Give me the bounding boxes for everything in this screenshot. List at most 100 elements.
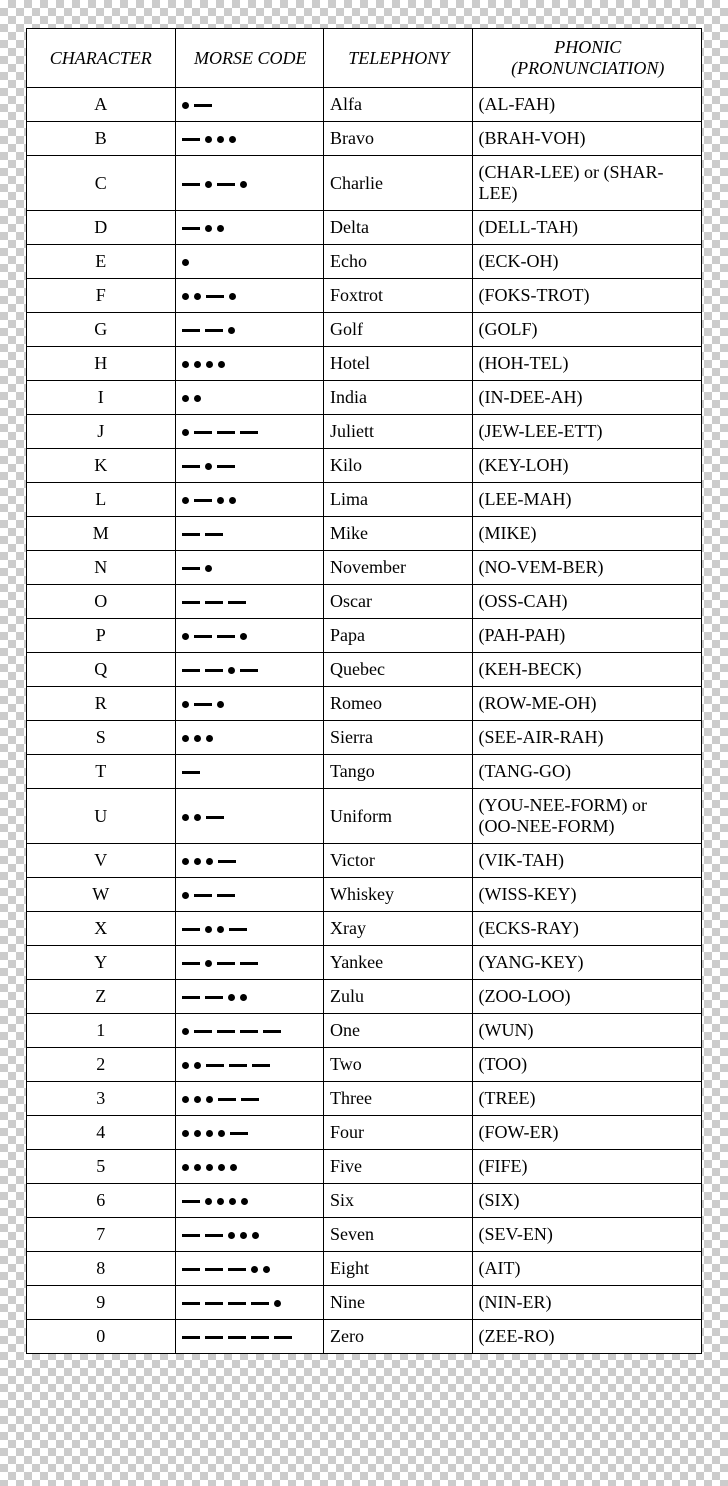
cell-phonic: (BRAH-VOH) [472, 122, 702, 156]
cell-phonic: (IN-DEE-AH) [472, 381, 702, 415]
table-row: FFoxtrot(FOKS-TROT) [27, 279, 702, 313]
table-row: 5 Five(FIFE) [27, 1150, 702, 1184]
cell-morse [175, 653, 324, 687]
cell-telephony: Sierra [324, 721, 473, 755]
cell-character: 9 [27, 1286, 176, 1320]
cell-phonic: (OSS-CAH) [472, 585, 702, 619]
table-row: G Golf(GOLF) [27, 313, 702, 347]
cell-phonic: (MIKE) [472, 517, 702, 551]
cell-morse [175, 1252, 324, 1286]
cell-morse [175, 279, 324, 313]
cell-phonic: (NIN-ER) [472, 1286, 702, 1320]
cell-telephony: Mike [324, 517, 473, 551]
cell-phonic: (WUN) [472, 1014, 702, 1048]
cell-phonic: (GOLF) [472, 313, 702, 347]
cell-phonic: (FIFE) [472, 1150, 702, 1184]
cell-character: I [27, 381, 176, 415]
cell-morse [175, 1082, 324, 1116]
table-row: VVictor(VIK-TAH) [27, 844, 702, 878]
table-row: 6Six(SIX) [27, 1184, 702, 1218]
cell-phonic: (SIX) [472, 1184, 702, 1218]
cell-telephony: Alfa [324, 88, 473, 122]
table-row: 4Four(FOW-ER) [27, 1116, 702, 1150]
cell-telephony: Seven [324, 1218, 473, 1252]
cell-morse [175, 878, 324, 912]
cell-morse [175, 381, 324, 415]
cell-phonic: (SEE-AIR-RAH) [472, 721, 702, 755]
cell-character: T [27, 755, 176, 789]
header-phonic: PHONIC (PRONUNCIATION) [472, 29, 702, 88]
cell-character: M [27, 517, 176, 551]
header-character: CHARACTER [27, 29, 176, 88]
cell-morse [175, 755, 324, 789]
cell-telephony: Oscar [324, 585, 473, 619]
cell-morse [175, 313, 324, 347]
cell-phonic: (AL-FAH) [472, 88, 702, 122]
cell-phonic: (YOU-NEE-FORM) or (OO-NEE-FORM) [472, 789, 702, 844]
header-morse: MORSE CODE [175, 29, 324, 88]
cell-character: K [27, 449, 176, 483]
cell-morse [175, 517, 324, 551]
cell-phonic: (VIK-TAH) [472, 844, 702, 878]
table-row: NNovember(NO-VEM-BER) [27, 551, 702, 585]
cell-telephony: Delta [324, 211, 473, 245]
cell-character: N [27, 551, 176, 585]
cell-morse [175, 483, 324, 517]
cell-morse [175, 1150, 324, 1184]
cell-telephony: Lima [324, 483, 473, 517]
cell-phonic: (ZOO-LOO) [472, 980, 702, 1014]
cell-phonic: (PAH-PAH) [472, 619, 702, 653]
cell-telephony: Golf [324, 313, 473, 347]
table-row: RRomeo(ROW-ME-OH) [27, 687, 702, 721]
cell-phonic: (WISS-KEY) [472, 878, 702, 912]
phonetic-alphabet-table: CHARACTER MORSE CODE TELEPHONY PHONIC (P… [26, 28, 702, 1354]
cell-telephony: Foxtrot [324, 279, 473, 313]
cell-character: S [27, 721, 176, 755]
table-row: YYankee(YANG-KEY) [27, 946, 702, 980]
cell-character: F [27, 279, 176, 313]
cell-morse [175, 980, 324, 1014]
cell-telephony: Whiskey [324, 878, 473, 912]
cell-phonic: (ECK-OH) [472, 245, 702, 279]
table-row: PPapa(PAH-PAH) [27, 619, 702, 653]
table-row: 9Nine(NIN-ER) [27, 1286, 702, 1320]
cell-morse [175, 789, 324, 844]
cell-character: X [27, 912, 176, 946]
cell-character: 2 [27, 1048, 176, 1082]
cell-morse [175, 1048, 324, 1082]
cell-character: 5 [27, 1150, 176, 1184]
cell-telephony: Hotel [324, 347, 473, 381]
cell-morse [175, 156, 324, 211]
cell-character: 1 [27, 1014, 176, 1048]
cell-phonic: (ZEE-RO) [472, 1320, 702, 1354]
cell-telephony: Eight [324, 1252, 473, 1286]
table-row: 8Eight(AIT) [27, 1252, 702, 1286]
cell-phonic: (CHAR-LEE) or (SHAR-LEE) [472, 156, 702, 211]
cell-character: V [27, 844, 176, 878]
cell-morse [175, 946, 324, 980]
table-row: HHotel(HOH-TEL) [27, 347, 702, 381]
table-header: CHARACTER MORSE CODE TELEPHONY PHONIC (P… [27, 29, 702, 88]
cell-character: L [27, 483, 176, 517]
cell-telephony: Xray [324, 912, 473, 946]
cell-telephony: Romeo [324, 687, 473, 721]
table-row: IIndia(IN-DEE-AH) [27, 381, 702, 415]
cell-phonic: (TANG-GO) [472, 755, 702, 789]
table-row: M Mike(MIKE) [27, 517, 702, 551]
table-row: XXray(ECKS-RAY) [27, 912, 702, 946]
cell-telephony: November [324, 551, 473, 585]
cell-telephony: Juliett [324, 415, 473, 449]
table-row: S Sierra(SEE-AIR-RAH) [27, 721, 702, 755]
cell-telephony: Five [324, 1150, 473, 1184]
cell-telephony: Six [324, 1184, 473, 1218]
cell-morse [175, 245, 324, 279]
cell-telephony: Charlie [324, 156, 473, 211]
cell-morse [175, 1218, 324, 1252]
cell-morse [175, 347, 324, 381]
cell-character: G [27, 313, 176, 347]
cell-telephony: Three [324, 1082, 473, 1116]
cell-morse [175, 122, 324, 156]
cell-phonic: (YANG-KEY) [472, 946, 702, 980]
cell-morse [175, 619, 324, 653]
cell-character: H [27, 347, 176, 381]
